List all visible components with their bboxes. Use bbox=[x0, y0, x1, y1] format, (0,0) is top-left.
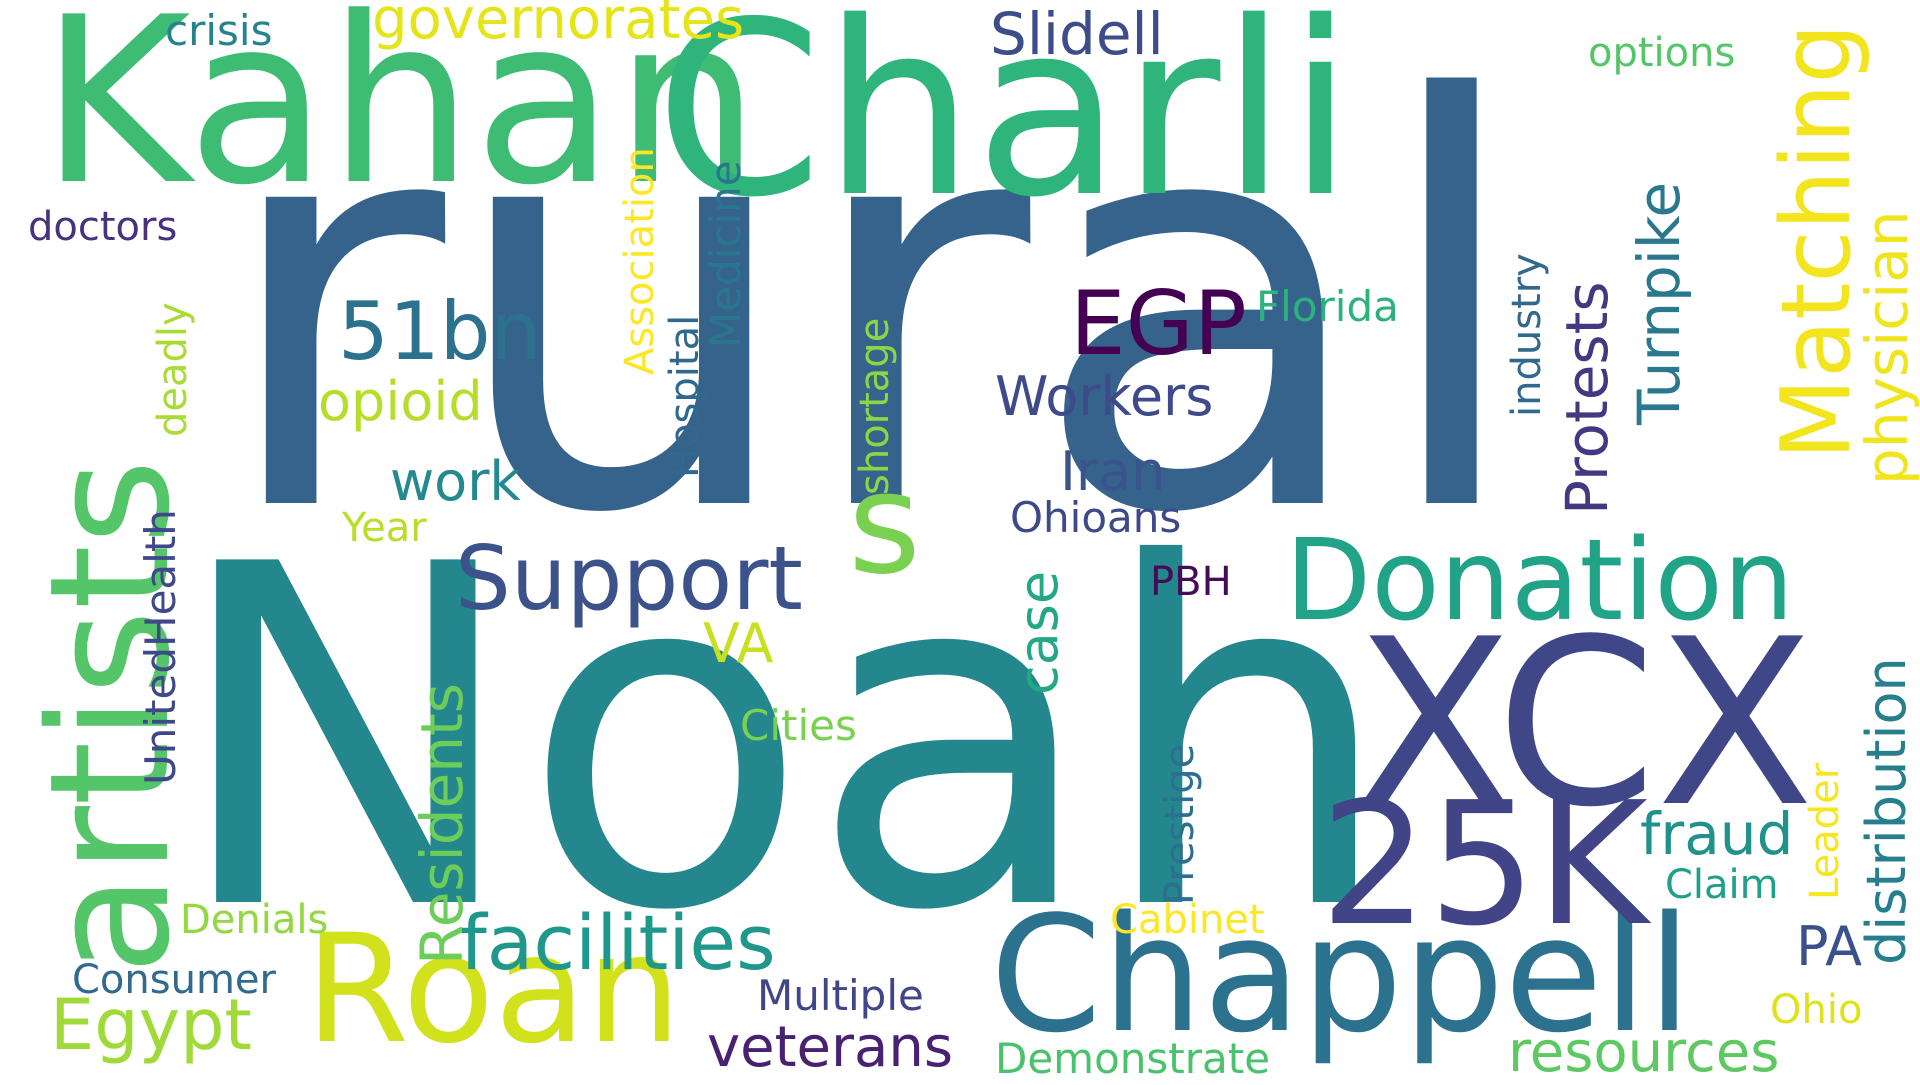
word-s: s bbox=[848, 443, 921, 606]
word-multiple: Multiple bbox=[757, 971, 924, 1020]
word-cabinet: Cabinet bbox=[1110, 897, 1265, 943]
word-matching: Matching bbox=[1762, 23, 1872, 460]
word-year: Year bbox=[342, 505, 427, 551]
word-consumer: Consumer bbox=[72, 957, 276, 1003]
word-xcx: XCX bbox=[1355, 591, 1814, 858]
word-chappell: Chappell bbox=[990, 881, 1692, 1068]
word-physician: physician bbox=[1853, 210, 1920, 485]
word-residents: Residents bbox=[408, 683, 476, 965]
word-roan: Roan bbox=[305, 903, 682, 1077]
word-egypt: Egypt bbox=[50, 984, 252, 1066]
word-opioid: opioid bbox=[318, 370, 483, 433]
word-ohioans: Ohioans bbox=[1010, 493, 1182, 542]
word-claim: Claim bbox=[1665, 862, 1779, 908]
word-facilities: facilities bbox=[460, 898, 776, 987]
word-demonstrate: Demonstrate bbox=[995, 1034, 1271, 1083]
word-fraud: fraud bbox=[1640, 800, 1794, 868]
word-case: case bbox=[1007, 570, 1070, 695]
word-distribution: distribution bbox=[1855, 657, 1918, 965]
word-unitedhealth: UnitedHealth bbox=[136, 509, 185, 785]
word-va: VA bbox=[703, 612, 774, 675]
word-prestige: Prestige bbox=[1157, 743, 1203, 905]
word-support: Support bbox=[455, 527, 803, 630]
word-options: options bbox=[1588, 30, 1736, 76]
word-egp: EGP bbox=[1070, 272, 1247, 375]
word-shortage: shortage bbox=[852, 317, 898, 495]
word-ohio: Ohio bbox=[1770, 987, 1863, 1033]
word-51bn: 51bn bbox=[338, 285, 542, 378]
word-turnpike: Turnpike bbox=[1625, 181, 1693, 425]
word-25k: 25K bbox=[1320, 766, 1648, 964]
word-industry: industry bbox=[1504, 253, 1550, 417]
word-charli: Charli bbox=[655, 0, 1354, 250]
word-leader: Leader bbox=[1802, 762, 1848, 900]
word-association: Association bbox=[617, 147, 663, 375]
word-workers: Workers bbox=[995, 365, 1214, 428]
word-noah: Noah bbox=[170, 466, 1396, 1013]
word-veterans: veterans bbox=[707, 1015, 954, 1080]
word-crisis: crisis bbox=[165, 6, 273, 55]
word-cities: Cities bbox=[740, 701, 857, 750]
word-hospital: Hospital bbox=[662, 314, 708, 478]
word-kahan: Kahan bbox=[40, 0, 761, 236]
word-slidell: Slidell bbox=[990, 0, 1164, 68]
word-doctors: doctors bbox=[28, 204, 178, 250]
word-governorates: governorates bbox=[372, 0, 745, 52]
word-florida: Florida bbox=[1256, 282, 1399, 331]
word-resources: resources bbox=[1508, 1020, 1780, 1085]
word-iran: Iran bbox=[1060, 440, 1166, 503]
word-denials: Denials bbox=[180, 897, 329, 943]
word-protests: Protests bbox=[1553, 281, 1621, 515]
word-pbh: PBH bbox=[1150, 559, 1232, 605]
word-rural: rural bbox=[215, 0, 1530, 636]
word-pa: PA bbox=[1796, 915, 1863, 978]
word-deadly: deadly bbox=[150, 302, 196, 437]
word-work: work bbox=[390, 450, 521, 513]
word-donation: Donation bbox=[1285, 516, 1794, 646]
word-medicine: Medicine bbox=[701, 160, 750, 348]
